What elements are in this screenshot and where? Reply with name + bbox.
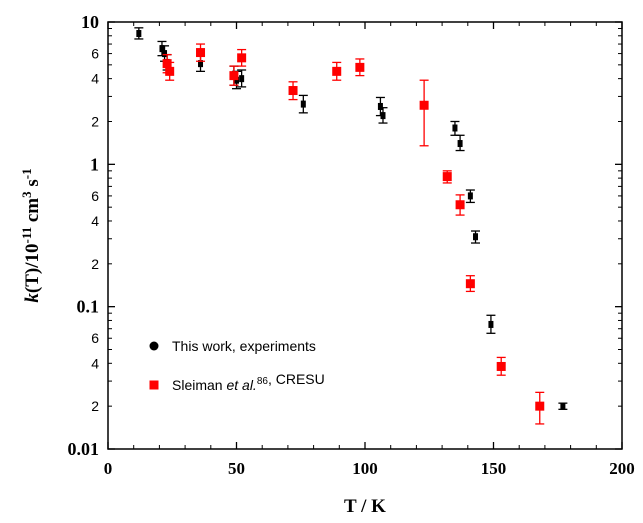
x-axis-title: T / K xyxy=(344,496,386,517)
data-point xyxy=(467,192,473,200)
y-axis-title-part: s xyxy=(22,179,43,191)
data-point xyxy=(452,124,458,132)
data-point xyxy=(355,62,365,72)
data-point xyxy=(488,320,494,328)
data-point xyxy=(535,401,545,411)
legend-label-part: This work, experiments xyxy=(172,338,316,354)
legend-label: This work, experiments xyxy=(172,338,316,354)
data-point xyxy=(560,402,566,410)
y-tick-label: 0.1 xyxy=(77,297,100,317)
tick-labels: 0 50 100 150 200 10 1 0.1 0.01 6 4 2 6 4 2 6 4 2 xyxy=(68,12,635,478)
y-axis-title-part: cm xyxy=(22,198,43,227)
x-tick-label: 50 xyxy=(228,459,245,478)
legend-label-part: Sleiman xyxy=(172,377,226,393)
data-point xyxy=(239,75,245,83)
data-point xyxy=(165,66,175,76)
series-layer xyxy=(134,27,568,425)
data-point xyxy=(229,71,239,81)
legend-marker xyxy=(149,341,159,351)
y-tick-label: 0.01 xyxy=(68,439,100,459)
data-point xyxy=(198,60,204,68)
y-axis-title-part: 3 xyxy=(19,191,34,198)
data-point xyxy=(300,100,306,108)
axis-ticks xyxy=(107,21,623,450)
data-point xyxy=(473,233,479,241)
data-point xyxy=(288,86,298,96)
y-minor-tick-label: 6 xyxy=(91,330,99,346)
y-minor-tick-label: 6 xyxy=(91,188,99,204)
y-tick-label: 1 xyxy=(90,154,99,174)
y-minor-tick-label: 6 xyxy=(91,46,99,62)
data-point xyxy=(136,30,142,38)
y-minor-tick-label: 2 xyxy=(91,398,99,414)
data-point xyxy=(465,279,475,289)
legend-label-part: et al. xyxy=(226,377,256,393)
data-point xyxy=(234,76,239,84)
y-minor-tick-label: 4 xyxy=(91,355,99,371)
x-tick-label: 100 xyxy=(352,459,378,478)
legend: This work, experiments Sleiman et al.86, … xyxy=(149,338,325,393)
x-tick-label: 150 xyxy=(481,459,507,478)
series-2 xyxy=(162,43,545,425)
y-minor-tick-label: 4 xyxy=(91,71,99,87)
data-point xyxy=(237,53,247,63)
data-point xyxy=(159,45,165,53)
y-axis-title-part: -11 xyxy=(19,227,34,244)
data-point xyxy=(377,102,383,110)
y-axis-title-part: k xyxy=(22,293,43,303)
y-minor-tick-label: 2 xyxy=(91,256,99,272)
legend-label: Sleiman et al.86, CRESU xyxy=(172,371,325,393)
data-point xyxy=(442,172,452,182)
y-axis-title-part: (T)/10 xyxy=(22,244,43,294)
x-tick-label: 0 xyxy=(104,459,113,478)
data-point xyxy=(332,66,342,76)
x-tick-label: 200 xyxy=(609,459,635,478)
y-axis-title-part: -1 xyxy=(19,168,34,179)
legend-label-part: , CRESU xyxy=(268,371,325,387)
legend-label-part: 86 xyxy=(257,376,269,387)
data-point xyxy=(162,59,172,69)
y-tick-label: 10 xyxy=(81,12,99,32)
data-point xyxy=(419,100,429,110)
data-point xyxy=(380,112,386,120)
data-point xyxy=(457,140,463,148)
legend-marker xyxy=(149,380,159,390)
data-point xyxy=(196,48,206,58)
data-point xyxy=(162,50,168,58)
y-axis-title: k(T)/10-11 cm3 s-1 xyxy=(19,168,44,302)
data-point xyxy=(455,200,465,210)
data-point xyxy=(496,361,506,371)
y-minor-tick-label: 2 xyxy=(91,113,99,129)
y-minor-tick-label: 4 xyxy=(91,213,99,229)
